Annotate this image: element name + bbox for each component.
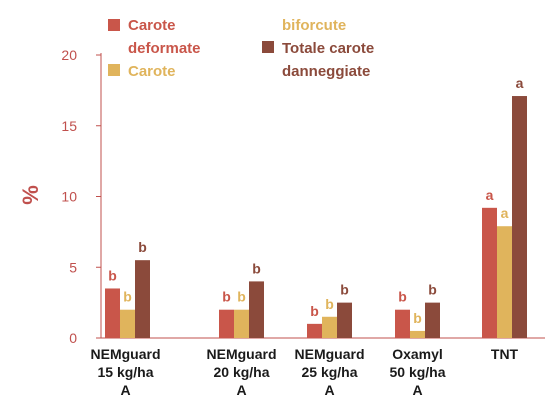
significance-letter: b: [138, 239, 147, 255]
bar-deformate-3: [307, 323, 322, 338]
significance-letter: b: [108, 267, 117, 283]
significance-letter: b: [252, 260, 261, 276]
legend-swatch-totale: [262, 41, 274, 53]
bar-totale-2: [249, 281, 264, 338]
x-tick-label: 20 kg/ha: [213, 364, 269, 380]
bar-deformate-2: [219, 309, 234, 338]
significance-letter: b: [428, 282, 437, 298]
significance-letter: b: [310, 303, 319, 319]
legend-label-totale: Totale carote: [282, 40, 374, 57]
legend-swatch-biforcute: [108, 64, 120, 76]
bar-deformate-5: [482, 207, 497, 338]
x-tick-label: NEMguard: [91, 346, 161, 362]
bar-biforcute-1: [120, 309, 135, 338]
bar-totale-4: [425, 302, 440, 338]
legend-label-deformate: deformate: [128, 40, 201, 57]
y-tick-label: 15: [61, 118, 77, 134]
y-tick-label: 0: [69, 330, 77, 346]
x-tick-label: 25 kg/ha: [301, 364, 357, 380]
x-tick-label: A: [324, 382, 334, 398]
legend-label-deformate: Carote: [128, 17, 176, 34]
x-tick-label: A: [120, 382, 130, 398]
x-tick-label: NEMguard: [207, 346, 277, 362]
legend-label-biforcute: Carote: [128, 63, 176, 80]
bar-biforcute-2: [234, 309, 249, 338]
x-tick-label: NEMguard: [295, 346, 365, 362]
significance-letter: b: [222, 289, 231, 305]
legend-label-biforcute: biforcute: [282, 17, 346, 34]
significance-letter: b: [237, 289, 246, 305]
significance-letter: a: [501, 205, 509, 221]
significance-letter: a: [516, 75, 524, 91]
significance-letter: b: [340, 282, 349, 298]
x-tick-label: A: [236, 382, 246, 398]
bar-deformate-1: [105, 288, 120, 338]
significance-letter: b: [413, 310, 422, 326]
y-axis-label: %: [18, 185, 43, 205]
bar-totale-1: [135, 260, 150, 338]
legend-swatch-deformate: [108, 19, 120, 31]
x-tick-label: Oxamyl: [392, 346, 443, 362]
y-tick-label: 10: [61, 189, 77, 205]
x-tick-label: 15 kg/ha: [97, 364, 153, 380]
y-tick-label: 20: [61, 47, 77, 63]
x-tick-label: A: [412, 382, 422, 398]
y-tick-label: 5: [69, 259, 77, 275]
significance-letter: a: [486, 187, 494, 203]
significance-letter: b: [325, 296, 334, 312]
significance-letter: b: [123, 289, 132, 305]
legend-label-totale: danneggiate: [282, 63, 370, 80]
x-tick-label: 50 kg/ha: [389, 364, 445, 380]
significance-letter: b: [398, 289, 407, 305]
x-tick-label: TNT: [491, 346, 519, 362]
bar-deformate-4: [395, 309, 410, 338]
bar-biforcute-4: [410, 330, 425, 338]
bar-totale-3: [337, 302, 352, 338]
bar-biforcute-3: [322, 316, 337, 338]
bar-totale-5: [512, 96, 527, 338]
bar-biforcute-5: [497, 226, 512, 338]
